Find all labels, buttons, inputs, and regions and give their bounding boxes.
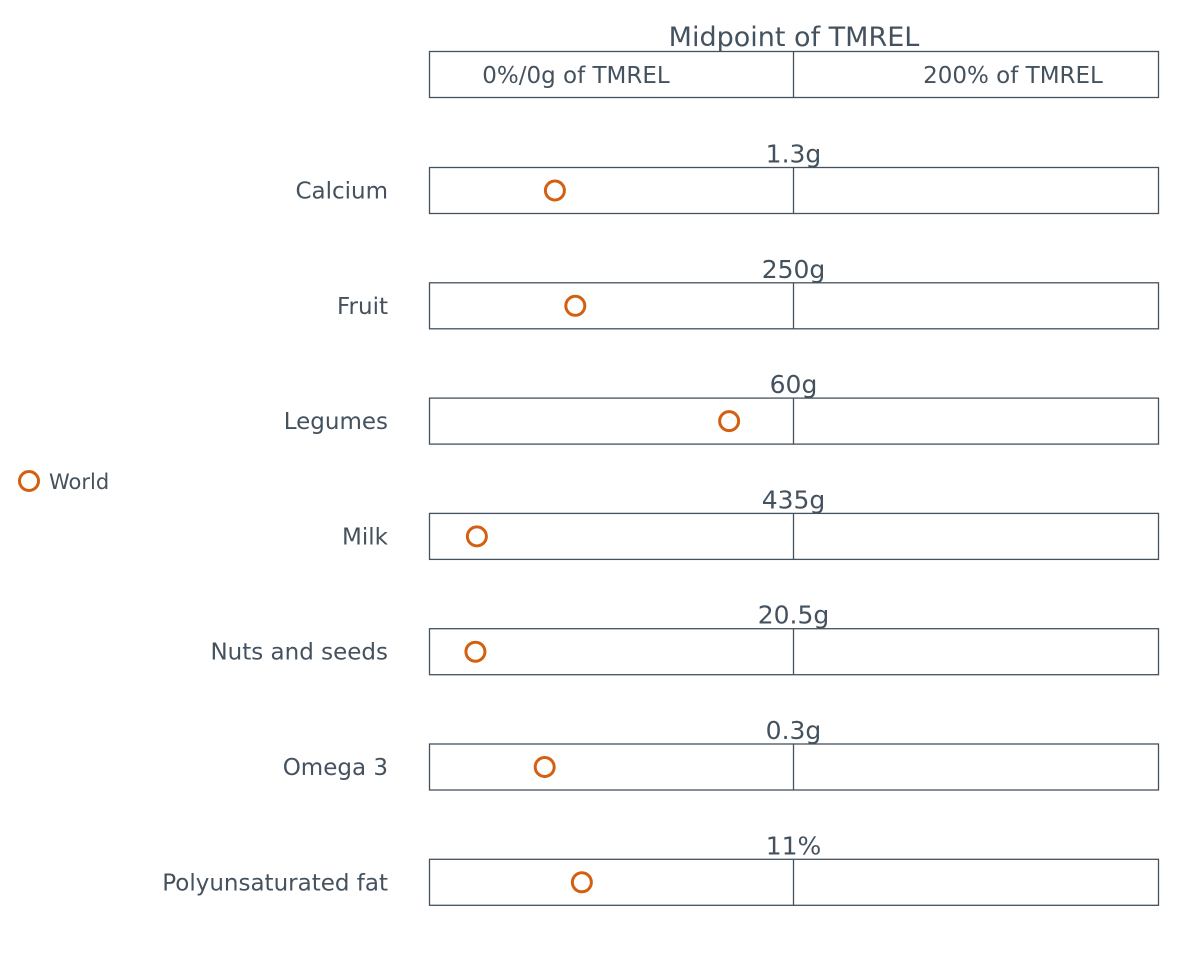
data-point-world (543, 179, 566, 202)
legend-marker-world (18, 470, 40, 492)
legend-label-world: World (49, 470, 109, 494)
tmrel-value-label: 11% (766, 831, 822, 860)
legend: World (18, 470, 109, 494)
data-point-world (465, 525, 488, 548)
row-label: Legumes (284, 409, 388, 435)
row-label: Polyunsaturated fat (162, 870, 388, 896)
tmrel-value-label: 20.5g (758, 601, 830, 630)
row-omega-3: Omega 3 0.3g (283, 716, 1160, 791)
header-right-label: 200% of TMREL (923, 63, 1103, 89)
tmrel-value-label: 250g (762, 255, 826, 284)
row-label: Fruit (337, 294, 388, 320)
row-fruit: Fruit 250g (337, 255, 1160, 330)
row-nuts-and-seeds: Nuts and seeds 20.5g (210, 601, 1160, 676)
header-midpoint-label: Midpoint of TMREL (669, 22, 920, 53)
data-point-world (570, 871, 593, 894)
row-calcium: Calcium 1.3g (295, 140, 1160, 215)
data-point-world (564, 294, 587, 317)
data-point-world (464, 640, 487, 663)
row-milk: Milk 435g (342, 485, 1160, 561)
header-left-label: 0%/0g of TMREL (482, 63, 670, 89)
row-legumes: Legumes 60g (284, 370, 1160, 445)
row-polyunsaturated-fat: Polyunsaturated fat 11% (162, 831, 1160, 906)
tmrel-value-label: 1.3g (766, 140, 822, 169)
row-label: Omega 3 (283, 755, 388, 781)
data-point-world (533, 756, 556, 778)
tmrel-value-label: 0.3g (766, 716, 822, 745)
header-row: Midpoint of TMREL 0%/0g of TMREL 200% of… (428, 22, 1160, 99)
row-label: Nuts and seeds (210, 640, 388, 666)
data-point-world (718, 410, 741, 433)
row-label: Milk (342, 524, 389, 550)
tmrel-value-label: 435g (762, 485, 826, 514)
data-rows: Calcium 1.3g Fruit 250g Legumes 60g Milk 435g Nu… (162, 140, 1160, 906)
tmrel-value-label: 60g (770, 370, 818, 399)
row-label: Calcium (295, 179, 388, 205)
